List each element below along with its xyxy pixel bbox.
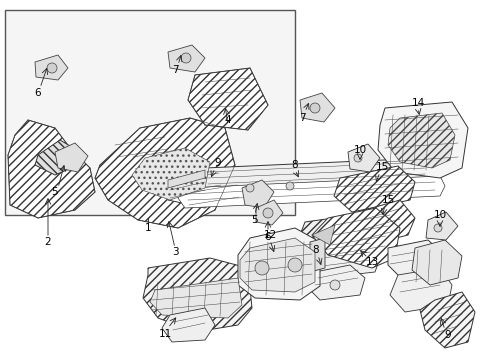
Polygon shape xyxy=(55,143,88,172)
Circle shape xyxy=(263,208,272,218)
Text: 10: 10 xyxy=(432,210,446,220)
Polygon shape xyxy=(309,238,325,272)
Polygon shape xyxy=(419,292,474,348)
Polygon shape xyxy=(95,118,235,228)
Polygon shape xyxy=(187,68,267,130)
Text: 5: 5 xyxy=(52,187,58,197)
Text: 6: 6 xyxy=(35,88,41,98)
Circle shape xyxy=(329,280,339,290)
Polygon shape xyxy=(311,208,399,268)
Polygon shape xyxy=(142,258,251,332)
Text: 12: 12 xyxy=(263,230,276,240)
Polygon shape xyxy=(377,102,467,178)
Polygon shape xyxy=(168,168,218,208)
Circle shape xyxy=(181,53,191,63)
Polygon shape xyxy=(307,240,379,278)
Text: 8: 8 xyxy=(312,245,319,255)
Text: 13: 13 xyxy=(365,257,378,267)
Circle shape xyxy=(353,154,361,162)
Polygon shape xyxy=(132,148,209,200)
Polygon shape xyxy=(178,176,444,208)
Text: 1: 1 xyxy=(144,223,151,233)
Text: 5: 5 xyxy=(251,215,258,225)
Polygon shape xyxy=(238,228,319,300)
Polygon shape xyxy=(411,240,461,285)
Text: 9: 9 xyxy=(444,330,450,340)
Text: 8: 8 xyxy=(291,160,298,170)
Polygon shape xyxy=(389,268,451,312)
Text: 9: 9 xyxy=(214,158,221,168)
Polygon shape xyxy=(311,225,334,245)
Polygon shape xyxy=(168,45,204,72)
Polygon shape xyxy=(387,240,447,282)
Polygon shape xyxy=(35,55,68,80)
Text: 10: 10 xyxy=(353,145,366,155)
Polygon shape xyxy=(35,140,80,175)
Text: 15: 15 xyxy=(375,162,388,172)
Polygon shape xyxy=(347,144,379,172)
Text: 4: 4 xyxy=(224,115,231,125)
Text: 15: 15 xyxy=(381,195,394,205)
Circle shape xyxy=(47,63,57,73)
Circle shape xyxy=(433,224,441,232)
Polygon shape xyxy=(240,238,314,292)
Circle shape xyxy=(309,103,319,113)
Text: 2: 2 xyxy=(44,237,51,247)
Polygon shape xyxy=(8,120,95,218)
Text: 11: 11 xyxy=(158,329,171,339)
Circle shape xyxy=(287,258,302,272)
Text: 7: 7 xyxy=(171,65,178,75)
Text: 7: 7 xyxy=(298,113,305,123)
Polygon shape xyxy=(425,212,457,240)
Polygon shape xyxy=(190,158,441,192)
Polygon shape xyxy=(168,170,204,188)
Polygon shape xyxy=(150,278,242,318)
Circle shape xyxy=(285,182,293,190)
Circle shape xyxy=(245,184,253,192)
Text: 14: 14 xyxy=(410,98,424,108)
Polygon shape xyxy=(387,113,454,168)
Polygon shape xyxy=(162,308,215,342)
Text: 6: 6 xyxy=(264,232,271,242)
Bar xyxy=(5,10,294,215)
Circle shape xyxy=(254,261,268,275)
Polygon shape xyxy=(242,180,273,208)
Text: 3: 3 xyxy=(171,247,178,257)
Polygon shape xyxy=(347,200,414,246)
Polygon shape xyxy=(299,93,334,122)
Polygon shape xyxy=(299,215,371,248)
Polygon shape xyxy=(333,166,414,212)
Polygon shape xyxy=(256,200,283,225)
Polygon shape xyxy=(307,265,364,300)
